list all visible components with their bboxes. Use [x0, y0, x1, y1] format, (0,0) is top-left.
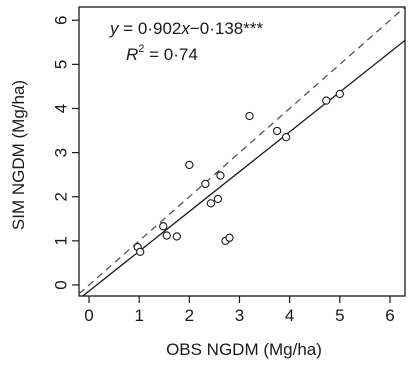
x-axis-label: OBS NGDM (Mg/ha) — [166, 340, 322, 359]
x-tick-label: 3 — [235, 306, 244, 325]
data-point — [201, 179, 210, 189]
data-point — [225, 233, 234, 242]
data-point — [185, 160, 194, 170]
x-tick-label: 4 — [285, 306, 294, 325]
y-tick-label: 6 — [52, 16, 71, 25]
data-point — [162, 231, 171, 240]
y-tick-label: 3 — [52, 148, 71, 157]
y-tick-label: 0 — [52, 280, 71, 289]
one-to-one-line — [79, 7, 405, 295]
regression-line — [81, 39, 405, 296]
data-point — [213, 194, 223, 204]
data-point — [159, 222, 168, 231]
data-point — [172, 232, 181, 241]
data-point — [136, 247, 145, 257]
x-tick-label: 6 — [385, 306, 394, 325]
r-squared: R2 = 0·74 — [126, 43, 198, 64]
y-tick-label: 1 — [52, 236, 71, 245]
data-point — [272, 126, 282, 136]
data-point — [335, 89, 344, 99]
plot-frame — [78, 6, 406, 297]
data-point — [245, 111, 254, 121]
data-point — [216, 171, 225, 180]
x-tick-label: 5 — [335, 306, 344, 325]
y-tick-label: 5 — [52, 60, 71, 69]
y-tick-label: 4 — [52, 104, 71, 113]
data-point — [281, 133, 291, 142]
x-tick-label: 2 — [185, 306, 194, 325]
y-tick-label: 2 — [52, 192, 71, 201]
x-tick-label: 1 — [134, 306, 143, 325]
regression-equation: y = 0·902x−0·138*** — [109, 19, 263, 38]
data-point — [322, 96, 331, 105]
y-axis-label: SIM NGDM (Mg/ha) — [9, 80, 28, 230]
data-point — [206, 199, 216, 208]
x-tick-label: 0 — [84, 306, 93, 325]
